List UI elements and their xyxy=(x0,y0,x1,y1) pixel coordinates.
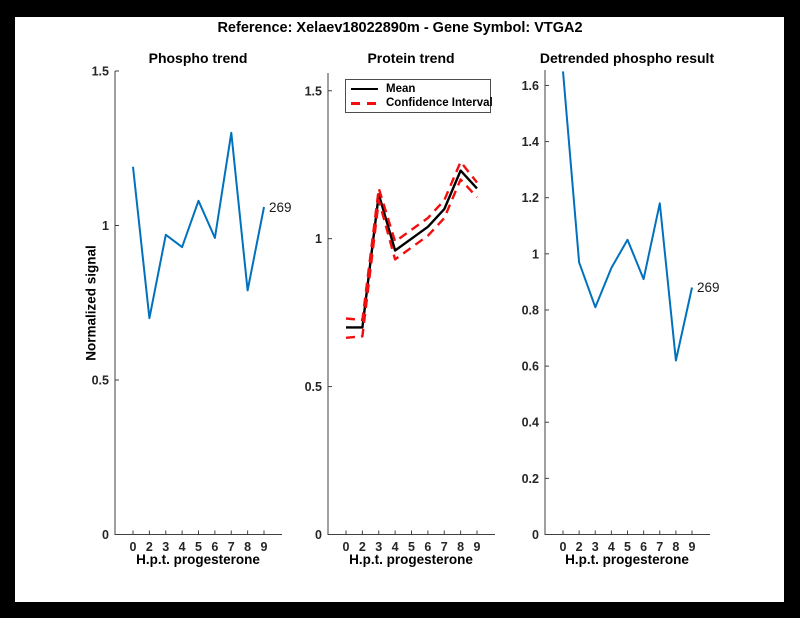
x-tick-label: 9 xyxy=(689,540,696,554)
legend-label-ci: Confidence Interval xyxy=(386,97,493,110)
x-tick-label: 7 xyxy=(441,540,448,554)
y-tick-label: 0.2 xyxy=(522,472,539,486)
subplot3-xlabel: H.p.t. progesterone xyxy=(565,552,689,567)
x-tick-label: 9 xyxy=(261,540,268,554)
x-tick-label: 2 xyxy=(576,540,583,554)
legend-row-ci: Confidence Interval xyxy=(351,97,493,111)
x-tick-label: 2 xyxy=(146,540,153,554)
x-tick-label: 6 xyxy=(211,540,218,554)
x-tick-label: 7 xyxy=(228,540,235,554)
subplot-1: 00.511.50 2 3 4 5 6 7 8 9 xyxy=(92,65,282,554)
x-tick-label: 4 xyxy=(392,540,399,554)
x-tick-label: 3 xyxy=(592,540,599,554)
x-tick-label: 8 xyxy=(457,540,464,554)
x-tick-label: 8 xyxy=(672,540,679,554)
trend-line xyxy=(562,71,693,362)
x-tick-label: 4 xyxy=(608,540,615,554)
y-tick-label: 0 xyxy=(315,528,322,542)
y-tick-label: 1.5 xyxy=(305,84,322,98)
y-tick-label: 0 xyxy=(532,528,539,542)
y-tick-label: 1 xyxy=(532,247,539,261)
x-tick-label: 3 xyxy=(162,540,169,554)
ci-line-sample-icon xyxy=(351,102,378,105)
x-tick-label: 0 xyxy=(560,540,567,554)
x-tick-label: 9 xyxy=(474,540,481,554)
x-tick-label: 7 xyxy=(656,540,663,554)
x-tick-label: 8 xyxy=(244,540,251,554)
x-tick-label: 6 xyxy=(424,540,431,554)
y-tick-label: 0.8 xyxy=(522,303,539,317)
legend-box: Mean Confidence Interval xyxy=(345,79,493,113)
x-tick-label: 4 xyxy=(179,540,186,554)
subplot3-endpoint-label: 269 xyxy=(697,280,720,295)
x-tick-label: 5 xyxy=(408,540,415,554)
legend-row-mean: Mean xyxy=(351,82,485,96)
x-tick-label: 5 xyxy=(624,540,631,554)
subplot1-endpoint-label: 269 xyxy=(269,200,292,215)
y-tick-label: 1.4 xyxy=(522,135,539,149)
figure-canvas xyxy=(15,17,784,602)
subplot-2: 00.511.50 2 3 4 5 6 7 8 9 xyxy=(305,73,495,554)
y-tick-label: 1.2 xyxy=(522,191,539,205)
subplot1-xlabel: H.p.t. progesterone xyxy=(136,552,260,567)
y-tick-label: 0.6 xyxy=(522,360,539,374)
confidence-interval-lower-line xyxy=(345,178,478,339)
subplot3-title: Detrended phospho result xyxy=(539,50,715,66)
subplot-3: 00.20.40.60.811.21.41.60 2 3 4 5 6 7 8 9 xyxy=(522,70,710,554)
x-tick-label: 6 xyxy=(640,540,647,554)
legend-label-mean: Mean xyxy=(386,82,416,95)
y-tick-label: 1 xyxy=(315,232,322,246)
x-tick-label: 2 xyxy=(359,540,366,554)
x-tick-label: 0 xyxy=(343,540,350,554)
subplot1-title: Phospho trend xyxy=(148,50,248,66)
mean-line-sample-icon xyxy=(351,87,378,90)
confidence-interval-upper-line xyxy=(345,160,478,322)
x-tick-label: 5 xyxy=(195,540,202,554)
y-tick-label: 0.5 xyxy=(305,380,322,394)
x-tick-label: 3 xyxy=(375,540,382,554)
subplot2-title: Protein trend xyxy=(367,50,455,66)
y-tick-label: 0.5 xyxy=(92,374,109,388)
y-tick-label: 1 xyxy=(102,219,109,233)
y-tick-label: 0 xyxy=(102,528,109,542)
y-tick-label: 1.6 xyxy=(522,79,539,93)
y-tick-label: 0.4 xyxy=(522,416,539,430)
x-tick-label: 0 xyxy=(130,540,137,554)
trend-line xyxy=(132,131,265,320)
y-tick-label: 1.5 xyxy=(92,65,109,79)
figure-title: Reference: Xelaev18022890m - Gene Symbol… xyxy=(217,20,583,36)
subplot2-xlabel: H.p.t. progesterone xyxy=(349,552,473,567)
